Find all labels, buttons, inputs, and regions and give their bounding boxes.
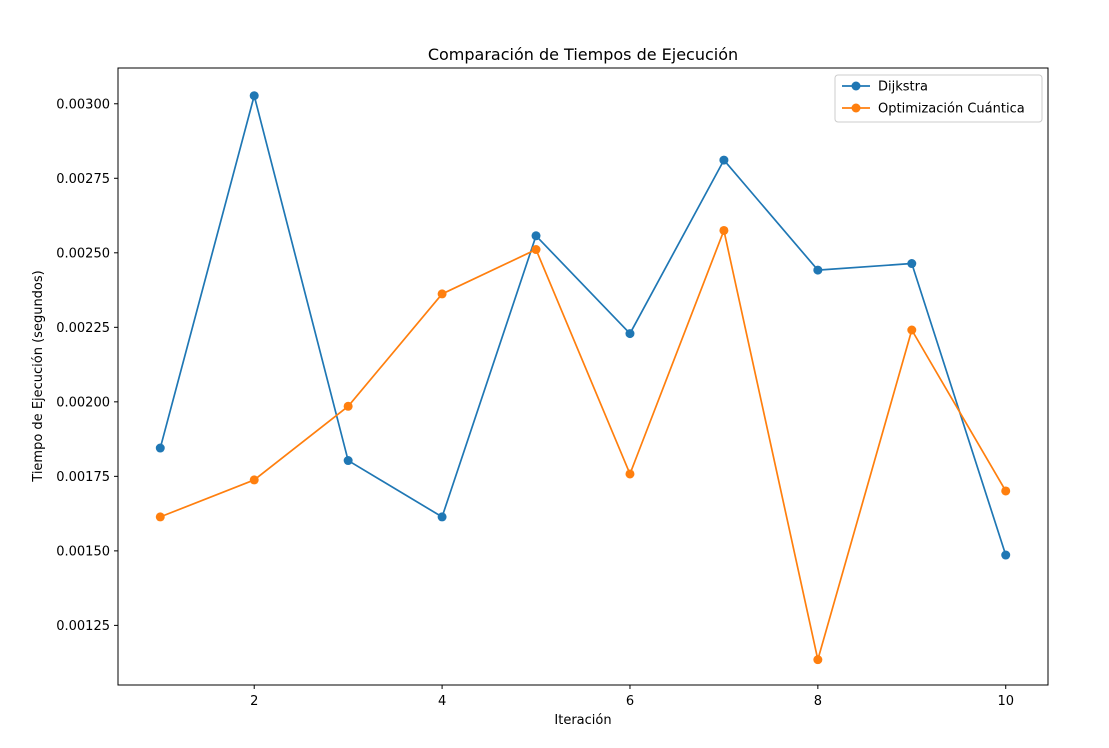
data-point: [343, 456, 353, 466]
legend-marker: [851, 81, 861, 91]
data-point: [249, 91, 259, 101]
series-optimizacion-cuantica: [155, 225, 1011, 665]
x-tick-label: 4: [438, 694, 446, 709]
data-point: [625, 469, 635, 479]
y-tick-label: 0.00275: [56, 172, 110, 187]
series-layer: [155, 91, 1011, 665]
legend-marker: [851, 103, 861, 113]
data-point: [719, 155, 729, 165]
chart-title: Comparación de Tiempos de Ejecución: [428, 45, 738, 64]
data-point: [437, 289, 447, 299]
data-point: [155, 443, 165, 453]
series-line: [159, 229, 1007, 661]
legend: Dijkstra Optimización Cuántica: [834, 74, 1043, 123]
x-tick-label: 2: [250, 694, 258, 709]
y-tick-label: 0.00125: [56, 619, 110, 634]
y-axis: 0.00125 0.00150 0.00175 0.00200 0.00225 0.002…: [56, 97, 118, 634]
data-point: [1001, 550, 1011, 560]
data-point: [813, 265, 823, 275]
data-point: [249, 475, 259, 485]
data-point: [343, 401, 353, 411]
x-tick-label: 8: [814, 694, 822, 709]
data-point: [531, 231, 541, 241]
series-dijkstra: [155, 91, 1011, 560]
y-tick-label: 0.00150: [56, 544, 110, 559]
legend-label: Dijkstra: [878, 80, 928, 95]
x-axis-label: Iteración: [554, 713, 611, 728]
data-point: [531, 245, 541, 255]
data-point: [907, 325, 917, 335]
data-point: [155, 512, 165, 522]
y-tick-label: 0.00300: [56, 97, 110, 112]
series-line: [159, 94, 1007, 556]
y-tick-label: 0.00225: [56, 321, 110, 336]
data-point: [437, 512, 447, 522]
x-tick-label: 6: [626, 694, 634, 709]
y-tick-label: 0.00175: [56, 470, 110, 485]
data-point: [625, 329, 635, 339]
y-tick-label: 0.00250: [56, 246, 110, 261]
data-point: [813, 655, 823, 665]
plot-area-frame: [117, 67, 1049, 686]
data-point: [1001, 486, 1011, 496]
data-point: [907, 259, 917, 269]
legend-item: Dijkstra: [842, 80, 928, 95]
legend-label: Optimización Cuántica: [878, 102, 1025, 117]
x-tick-label: 10: [997, 694, 1014, 709]
legend-item: Optimización Cuántica: [842, 102, 1025, 117]
x-axis: 2 4 6 8 10: [250, 685, 1014, 709]
legend-box: [834, 74, 1043, 123]
y-axis-label: Tiempo de Ejecución (segundos): [31, 270, 46, 482]
y-tick-label: 0.00200: [56, 395, 110, 410]
data-point: [719, 225, 729, 235]
